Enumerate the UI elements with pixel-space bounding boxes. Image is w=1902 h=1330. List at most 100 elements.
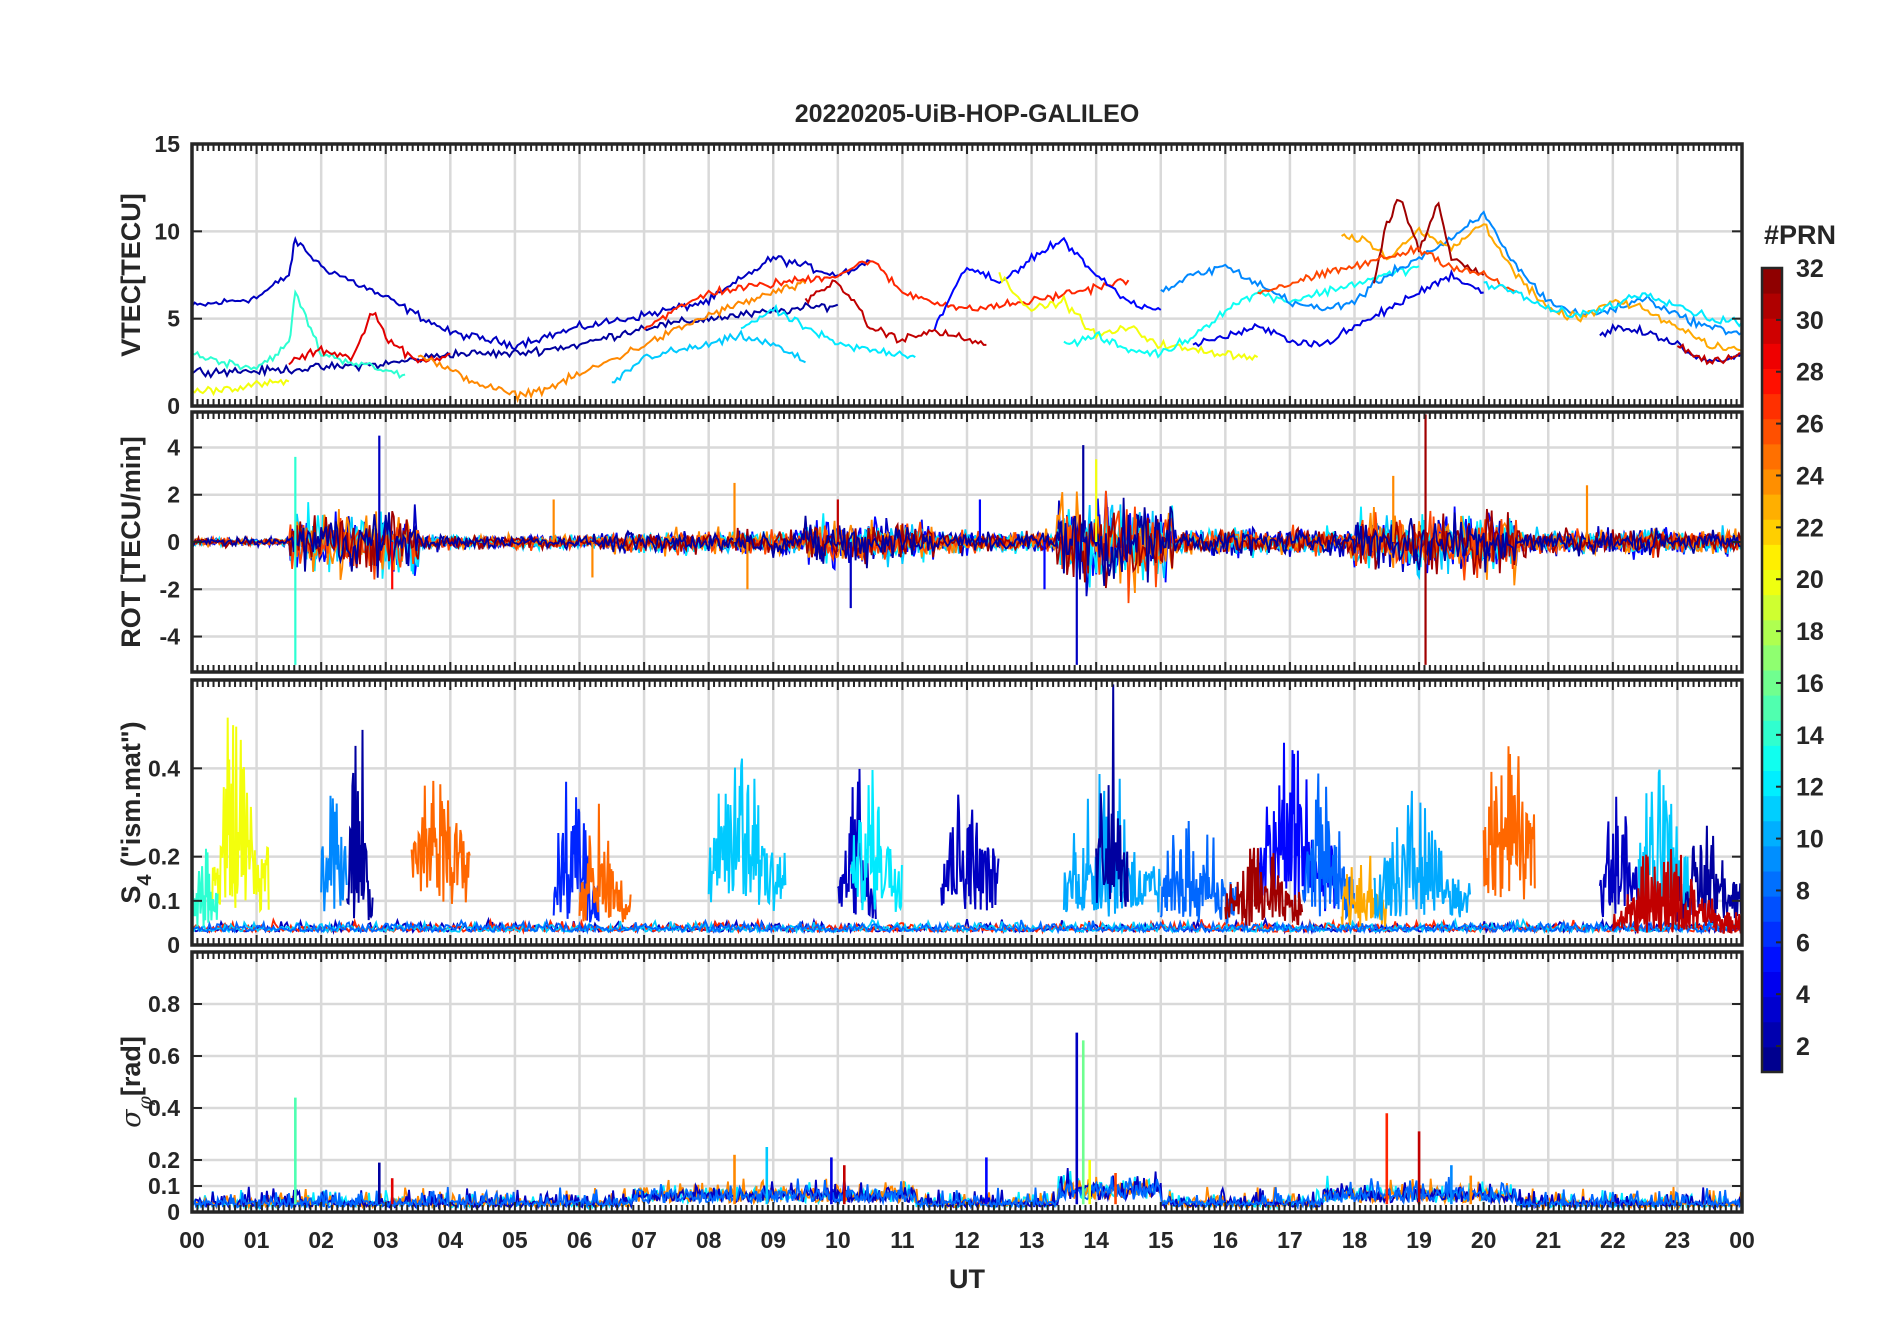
colorbar-tick-label: 30 xyxy=(1796,307,1824,335)
burst-prn-6 xyxy=(552,781,600,923)
series-line-prn-20 xyxy=(998,272,1259,362)
y-tick-label: 0 xyxy=(167,932,180,958)
colorbar-swatch xyxy=(1762,443,1782,470)
series-line-prn-4 xyxy=(1192,268,1484,348)
chart-title: 20220205-UiB-HOP-GALILEO xyxy=(795,100,1140,128)
y-axis-label-vtec: VTEC[TECU] xyxy=(116,193,146,357)
x-tick-label: 13 xyxy=(1019,1227,1045,1253)
y-tick-label: 2 xyxy=(167,482,180,508)
y-tick-label: 0.1 xyxy=(148,1173,180,1199)
burst-prn-11 xyxy=(707,758,787,911)
colorbar-tick-label: 28 xyxy=(1796,359,1824,387)
x-tick-label: 17 xyxy=(1277,1227,1303,1253)
x-tick-label: 16 xyxy=(1213,1227,1239,1253)
colorbar-swatch xyxy=(1762,594,1782,621)
burst-prn-30 xyxy=(1611,849,1742,934)
y-tick-label: 0 xyxy=(167,529,180,555)
ticks-vtec xyxy=(192,143,1742,407)
y-tick-label: 0.2 xyxy=(148,1147,180,1173)
series-line-prn-12 xyxy=(740,303,916,360)
burst-prn-31 xyxy=(1224,847,1304,926)
colorbar-swatch xyxy=(1762,1046,1782,1073)
x-tick-label: 01 xyxy=(244,1227,270,1253)
burst-prn-25 xyxy=(1482,746,1536,900)
colorbar-label: #PRN xyxy=(1764,220,1836,250)
x-tick-label: 05 xyxy=(502,1227,528,1253)
ticks-s4 xyxy=(192,680,1742,946)
x-tick-label: 00 xyxy=(179,1227,205,1253)
series-line-prn-12 xyxy=(1483,280,1742,328)
y-tick-label: 15 xyxy=(154,131,180,157)
x-tick-label: 20 xyxy=(1471,1227,1497,1253)
burst-prn-2 xyxy=(1095,684,1129,907)
x-tick-label: 02 xyxy=(308,1227,334,1253)
panel-vtec: 0 5 10 15 VTEC[TECU] xyxy=(116,131,1744,419)
colorbar-tick-label: 16 xyxy=(1796,670,1824,698)
colorbar-swatch xyxy=(1762,544,1782,570)
series-line-prn-14 xyxy=(192,289,406,379)
colorbar-swatch xyxy=(1762,695,1782,721)
series-line-prn-2 xyxy=(192,497,1742,586)
y-tick-label: 0.1 xyxy=(148,888,180,914)
y-tick-label: 0.6 xyxy=(148,1043,180,1069)
x-tick-label: 18 xyxy=(1342,1227,1368,1253)
colorbar-tick-label: 10 xyxy=(1796,826,1824,854)
series-line-prn-3 xyxy=(1599,323,1742,363)
colorbar-swatch xyxy=(1762,670,1782,696)
x-tick-label: 11 xyxy=(890,1227,915,1253)
burst-prn-2 xyxy=(346,729,374,921)
colorbar-swatch xyxy=(1762,820,1782,847)
x-tick-label: 04 xyxy=(438,1227,464,1253)
colorbar-swatch xyxy=(1762,393,1782,420)
colorbar-swatch xyxy=(1762,795,1782,822)
colorbar-swatch xyxy=(1762,871,1782,897)
colorbar-swatch xyxy=(1762,268,1782,294)
burst-prn-3 xyxy=(836,768,877,920)
series-line-prn-13 xyxy=(1063,265,1420,359)
colorbar-swatch xyxy=(1762,996,1782,1023)
colorbar-swatch xyxy=(1762,644,1782,671)
grid-sigma xyxy=(192,952,1742,1212)
colorbar-swatch xyxy=(1762,494,1782,520)
burst-prn-10 xyxy=(1373,790,1471,921)
colorbar-swatch xyxy=(1762,418,1782,445)
series-line-prn-2 xyxy=(192,301,839,379)
series-line-prn-30 xyxy=(804,279,987,346)
y-axis-label-sigma: σ xyxy=(116,1108,147,1128)
series-line-prn-20 xyxy=(192,378,290,397)
colorbar-tick-label: 12 xyxy=(1796,774,1824,802)
colorbar-swatch xyxy=(1762,343,1782,369)
colorbar-tick-label: 14 xyxy=(1796,722,1824,750)
x-tick-label: 08 xyxy=(696,1227,722,1253)
burst-prn-25 xyxy=(410,780,471,904)
colorbar-swatch xyxy=(1762,720,1782,746)
y-axis-label-rot: ROT [TECU/min] xyxy=(116,436,146,647)
burst-prn-9 xyxy=(320,795,348,912)
series-line-prn-30 xyxy=(1676,342,1742,366)
series-line-prn-5 xyxy=(933,236,1162,330)
panel-sigma: 00.10.2 0.4 0.6 0.8 σφ[rad] xyxy=(116,950,1744,1225)
burst-prn-8 xyxy=(1301,773,1355,921)
colorbar-tick-label: 26 xyxy=(1796,411,1824,439)
x-tick-label: 07 xyxy=(631,1227,657,1253)
y-tick-label: 0 xyxy=(167,393,180,419)
x-tick-label: 21 xyxy=(1535,1227,1561,1253)
series-line-prn-31 xyxy=(1372,198,1485,284)
colorbar-swatch xyxy=(1762,318,1782,344)
data-vtec xyxy=(192,198,1742,404)
colorbar-swatch xyxy=(1762,569,1782,596)
x-tick-label: 06 xyxy=(567,1227,593,1253)
x-tick-label: 12 xyxy=(954,1227,980,1253)
colorbar-tick-label: 2 xyxy=(1796,1033,1810,1061)
x-tick-label: 09 xyxy=(760,1227,786,1253)
burst-prn-3 xyxy=(1598,796,1639,918)
x-tick-label: 00 xyxy=(1729,1227,1755,1253)
burst-prn-20 xyxy=(210,717,270,914)
colorbar-swatch xyxy=(1762,519,1782,545)
colorbar-swatch xyxy=(1762,293,1782,319)
x-tick-label: 15 xyxy=(1148,1227,1174,1253)
y-tick-label: 0.4 xyxy=(148,755,180,781)
